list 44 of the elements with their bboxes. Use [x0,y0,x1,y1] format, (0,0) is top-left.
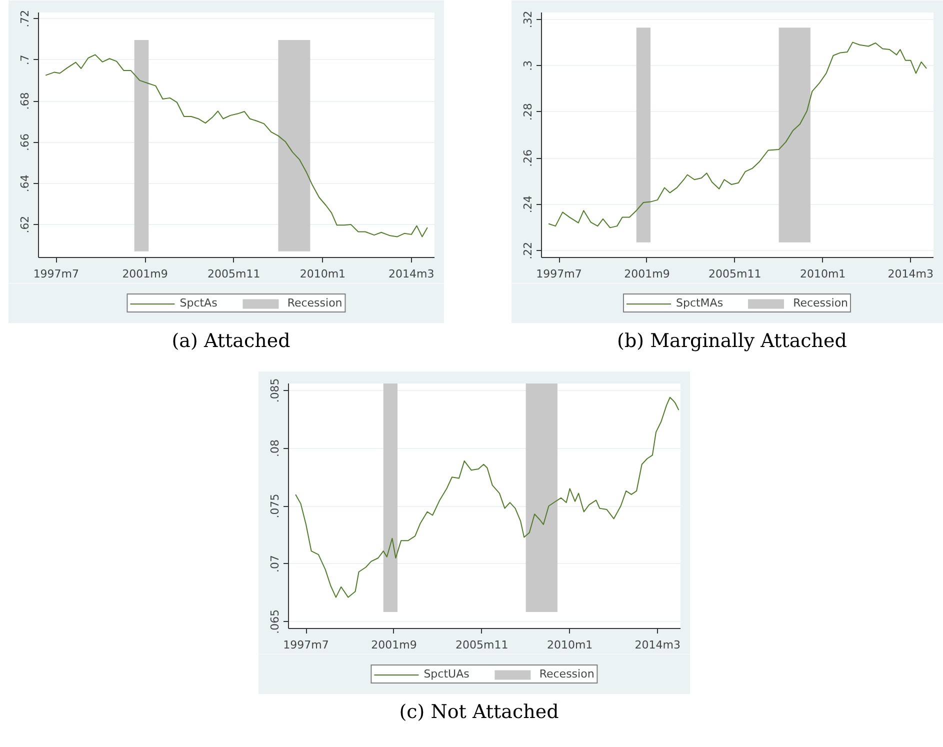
y-tick-label: .62 [18,216,32,234]
y-tick-label: .32 [522,10,534,28]
y-tick-label: .22 [522,242,534,260]
x-tick-label: 2001m9 [122,268,168,280]
legend-label: Recession [793,296,848,310]
text: (c) Not Attached [399,700,559,725]
y-tick-label: .64 [18,174,32,192]
x-tick-label: 2005m11 [708,268,762,280]
x-tick-label: 2005m11 [456,638,508,652]
y-tick-label: .08 [268,439,282,457]
line-series [295,396,680,598]
y-tick-label: .28 [522,103,534,121]
y-tick-label: .24 [522,196,534,214]
legend-label: SpctAs [180,296,218,310]
x-tick-label: 2001m9 [371,638,417,652]
y-tick-label: .72 [18,10,32,28]
x-tick-label: 2005m11 [208,268,260,280]
x-tick-label: 2014m3 [634,638,680,652]
text: (b) Marginally Attached [617,329,847,354]
x-tick-label: 1997m7 [33,268,80,280]
x-tick-label: 1997m7 [536,268,582,280]
line-series [45,54,428,238]
y-tick-label: .085 [268,378,282,403]
x-tick-label: 2010m1 [800,268,846,280]
x-tick-label: 2014m3 [388,268,434,280]
y-tick-label: .07 [268,555,282,573]
line-series [548,42,928,228]
y-tick-label: .7 [18,54,32,66]
x-tick-label: 2001m9 [624,268,670,280]
x-tick-label: 2010m1 [300,268,346,280]
x-tick-label: 2014m3 [888,268,934,280]
y-tick-label: .66 [18,133,32,151]
legend-label: SpctMAs [676,296,724,310]
y-tick-label: .68 [18,92,32,110]
x-tick-label: 1997m7 [283,638,329,652]
y-tick-label: .26 [522,149,534,167]
legend-label: Recession [539,668,594,680]
text: (a) Attached [172,329,290,354]
y-tick-label: .3 [522,60,534,71]
y-tick-label: .075 [268,494,282,518]
x-tick-label: 2010m1 [546,638,593,652]
y-tick-label: .065 [268,609,282,634]
legend-label: Recession [287,296,342,310]
legend-label: SpctUAs [424,668,470,680]
